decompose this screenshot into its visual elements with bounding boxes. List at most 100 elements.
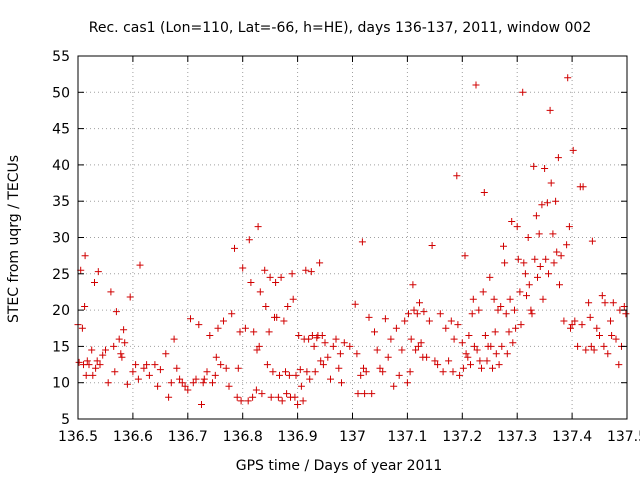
data-point — [99, 351, 107, 359]
data-point — [431, 357, 439, 365]
data-point — [360, 364, 367, 372]
data-point — [546, 106, 554, 114]
data-point — [244, 397, 252, 405]
data-point — [472, 81, 480, 89]
data-point — [324, 353, 332, 361]
data-point — [365, 313, 373, 321]
x-tick-label: 137.1 — [387, 429, 427, 445]
data-point — [520, 259, 528, 267]
data-point — [278, 397, 286, 405]
data-point — [556, 281, 563, 289]
y-axis-label: STEC from uqrg / TECUs — [6, 155, 22, 323]
y-tick-label: 45 — [52, 122, 70, 138]
y-tick-label: 35 — [52, 194, 70, 210]
data-point — [521, 270, 529, 278]
data-point — [413, 310, 421, 318]
data-point — [508, 218, 516, 225]
data-point — [531, 255, 539, 263]
data-point — [176, 375, 184, 383]
data-point — [373, 346, 381, 354]
data-point — [129, 368, 137, 376]
data-point — [487, 342, 495, 350]
data-point — [550, 259, 558, 267]
y-tick-label: 55 — [52, 49, 70, 65]
data-point — [568, 321, 576, 329]
grid-lines — [78, 56, 627, 419]
data-point — [261, 266, 269, 274]
data-point — [272, 279, 280, 286]
data-point — [500, 242, 507, 250]
data-point — [233, 393, 241, 401]
data-point — [104, 379, 112, 387]
data-point — [336, 350, 344, 358]
data-point — [354, 390, 362, 398]
data-point — [134, 375, 142, 383]
data-point — [552, 197, 560, 205]
x-tick-label: 137.2 — [442, 429, 482, 445]
data-point — [489, 364, 496, 372]
data-point — [252, 386, 260, 394]
data-point — [417, 339, 425, 347]
data-point — [491, 328, 499, 336]
data-point — [346, 342, 354, 350]
data-point — [498, 342, 506, 350]
data-point — [468, 310, 476, 318]
data-point — [118, 353, 126, 361]
data-point — [569, 146, 577, 154]
data-point — [203, 368, 211, 376]
data-point — [217, 361, 225, 369]
data-point — [478, 364, 485, 372]
y-tick-label: 50 — [52, 85, 70, 101]
data-point — [239, 264, 247, 272]
data-point — [277, 273, 285, 281]
data-point — [513, 223, 521, 231]
data-point — [410, 306, 418, 314]
data-point — [307, 268, 315, 276]
data-point — [490, 295, 498, 303]
data-point — [351, 300, 359, 308]
data-point — [588, 237, 596, 245]
data-point — [565, 223, 573, 231]
data-point — [96, 361, 104, 369]
data-point — [535, 230, 543, 238]
data-point — [541, 165, 549, 172]
data-point — [532, 212, 540, 220]
data-point — [132, 361, 140, 369]
data-point — [539, 295, 547, 303]
data-point — [303, 368, 311, 376]
data-point — [525, 281, 533, 289]
data-point — [276, 371, 283, 379]
data-point — [357, 371, 365, 379]
data-point — [170, 335, 178, 343]
data-point — [416, 299, 423, 307]
data-point — [220, 317, 227, 325]
data-point — [299, 397, 307, 405]
data-point — [250, 328, 258, 336]
data-point — [262, 303, 270, 310]
data-point — [120, 326, 128, 334]
data-point — [549, 230, 557, 238]
data-point — [545, 270, 552, 278]
x-tick-label: 137.4 — [552, 429, 592, 445]
data-point — [241, 324, 249, 332]
data-point — [89, 371, 97, 379]
y-tick-label: 10 — [52, 376, 70, 392]
data-point — [480, 189, 488, 196]
data-point — [225, 382, 233, 390]
data-point — [198, 401, 205, 408]
data-point — [338, 379, 345, 387]
data-point — [75, 358, 83, 366]
data-point — [310, 342, 318, 350]
data-point — [187, 315, 194, 323]
y-tick-label: 20 — [52, 303, 70, 319]
data-point — [608, 332, 616, 339]
data-point — [423, 353, 431, 361]
data-point — [542, 255, 550, 263]
data-point — [479, 288, 487, 296]
data-point — [319, 361, 327, 369]
data-point — [593, 324, 601, 332]
data-point — [247, 279, 255, 286]
data-point — [267, 393, 275, 401]
x-axis-label: GPS time / Days of year 2011 — [236, 458, 443, 474]
data-point — [154, 382, 162, 390]
